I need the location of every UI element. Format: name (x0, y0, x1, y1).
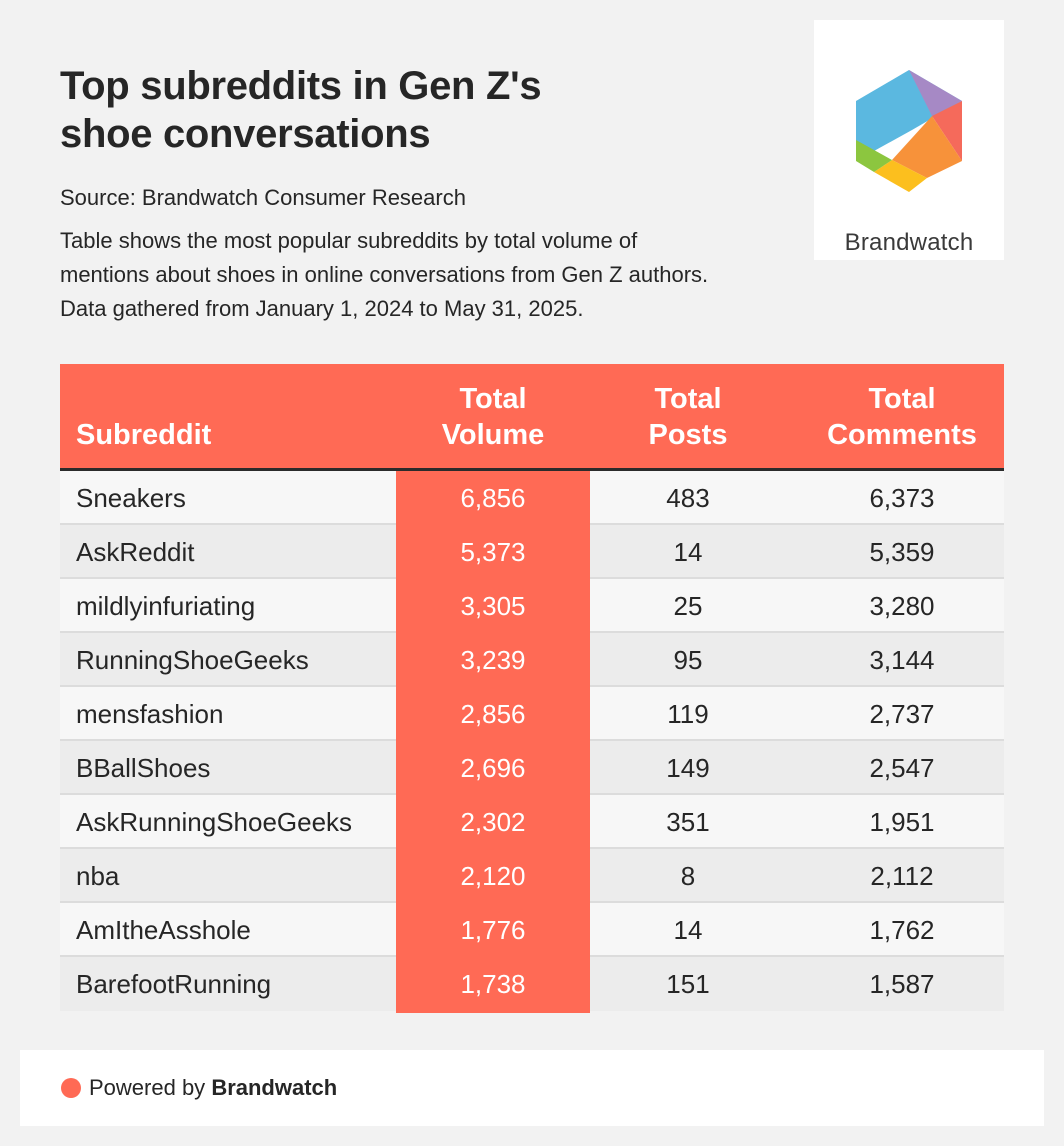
table-row: Sneakers 6,856 483 6,373 (60, 471, 1004, 527)
cell-total-posts: 351 (666, 807, 710, 837)
header-total-volume-line-1: Total (459, 383, 527, 415)
logo-yellow-segment (874, 160, 927, 192)
cell-total-posts: 14 (673, 537, 703, 567)
header-divider (60, 468, 1004, 471)
cell-subreddit: nba (76, 861, 120, 891)
description: Table shows the most popular subreddits … (60, 224, 800, 326)
title-line-1: Top subreddits in Gen Z's (60, 64, 542, 108)
cell-total-comments: 3,280 (869, 591, 935, 621)
cell-total-volume: 2,696 (396, 741, 590, 797)
brandwatch-hexagon-logo-icon (856, 70, 962, 192)
cell-total-posts: 483 (666, 483, 710, 513)
cell-total-volume: 5,373 (396, 525, 590, 581)
cell-total-posts: 8 (680, 861, 696, 891)
cell-total-comments: 1,762 (869, 915, 935, 945)
cell-subreddit: mildlyinfuriating (76, 591, 256, 621)
cell-total-posts: 95 (673, 645, 703, 675)
brand-dot-icon (61, 1078, 81, 1098)
cell-total-posts: 151 (666, 969, 710, 999)
powered-by-text: Powered by Brandwatch (89, 1074, 337, 1102)
table-row: mildlyinfuriating 3,305 25 3,280 (60, 579, 1004, 635)
header-total-posts-line-2: Posts (648, 419, 728, 451)
cell-total-volume: 2,120 (396, 849, 590, 905)
cell-total-posts: 149 (666, 753, 710, 783)
description-line-1: Table shows the most popular subreddits … (60, 228, 638, 253)
brandwatch-wordmark: Brandwatch (844, 229, 974, 256)
cell-total-comments: 6,373 (869, 483, 935, 513)
cell-total-comments: 2,547 (869, 753, 935, 783)
table-row: RunningShoeGeeks 3,239 95 3,144 (60, 633, 1004, 689)
header-total-volume: Total Volume (396, 381, 590, 453)
cell-total-posts: 119 (667, 699, 709, 729)
logo-green-segment (856, 140, 892, 172)
cell-total-volume: 2,302 (396, 795, 590, 851)
header-total-comments: Total Comments (786, 381, 1018, 453)
header-total-comments-line-1: Total (868, 383, 936, 415)
cell-total-comments: 1,951 (869, 807, 935, 837)
cell-total-posts: 25 (673, 591, 703, 621)
cell-total-comments: 1,587 (869, 969, 935, 999)
logo-red-segment (932, 101, 962, 161)
powered-by-brand: Brandwatch (211, 1075, 338, 1100)
cell-subreddit: AskReddit (76, 537, 195, 567)
logo-purple-segment (909, 70, 962, 116)
subreddit-table: Subreddit Total Volume Total Posts Total… (60, 364, 1004, 1013)
brand-logo-card: Brandwatch (814, 20, 1004, 260)
cell-subreddit: AskRunningShoeGeeks (76, 807, 353, 837)
cell-total-comments: 2,737 (869, 699, 935, 729)
cell-subreddit: AmItheAsshole (76, 915, 251, 945)
table-row: AmItheAsshole 1,776 14 1,762 (60, 903, 1004, 959)
cell-total-volume: 3,239 (396, 633, 590, 689)
table-row: BarefootRunning 1,738 151 1,587 (60, 957, 1004, 1013)
cell-total-volume: 1,776 (396, 903, 590, 959)
table-row: AskReddit 5,373 14 5,359 (60, 525, 1004, 581)
logo-orange-segment (892, 116, 962, 178)
cell-subreddit: BBallShoes (76, 753, 211, 783)
footer-bar: Powered by Brandwatch (20, 1050, 1044, 1126)
header-total-volume-line-2: Volume (441, 419, 545, 451)
title-line-2: shoe conversations (60, 112, 431, 156)
table-header: Subreddit Total Volume Total Posts Total… (60, 364, 1004, 468)
cell-total-posts: 14 (673, 915, 703, 945)
cell-total-comments: 3,144 (869, 645, 935, 675)
cell-total-comments: 2,112 (870, 861, 934, 891)
table-body: Sneakers 6,856 483 6,373 AskReddit 5,373… (60, 471, 1004, 1013)
cell-subreddit: mensfashion (76, 699, 224, 729)
cell-subreddit: RunningShoeGeeks (76, 645, 309, 675)
cell-total-volume: 2,856 (396, 687, 590, 743)
header-subreddit: Subreddit (76, 419, 212, 451)
description-line-2: mentions about shoes in online conversat… (60, 262, 709, 287)
cell-subreddit: BarefootRunning (76, 969, 272, 999)
header-total-comments-line-2: Comments (827, 419, 977, 451)
cell-total-volume: 6,856 (396, 471, 590, 527)
description-line-3: Data gathered from January 1, 2024 to Ma… (60, 296, 584, 321)
source-text: Source: Brandwatch Consumer Research (60, 185, 466, 210)
cell-total-volume: 3,305 (396, 579, 590, 635)
cell-total-comments: 5,359 (869, 537, 935, 567)
cell-subreddit: Sneakers (76, 483, 186, 513)
header-total-posts-line-1: Total (654, 383, 722, 415)
table-row: BBallShoes 2,696 149 2,547 (60, 741, 1004, 797)
page-title: Top subreddits in Gen Z's shoe conversat… (60, 62, 760, 158)
cell-total-volume: 1,738 (396, 957, 590, 1013)
table-row: AskRunningShoeGeeks 2,302 351 1,951 (60, 795, 1004, 851)
table-row: mensfashion 2,856 119 2,737 (60, 687, 1004, 743)
header-total-posts: Total Posts (590, 381, 786, 453)
table-row: nba 2,120 8 2,112 (60, 849, 1004, 905)
powered-by-prefix: Powered by (89, 1075, 206, 1100)
